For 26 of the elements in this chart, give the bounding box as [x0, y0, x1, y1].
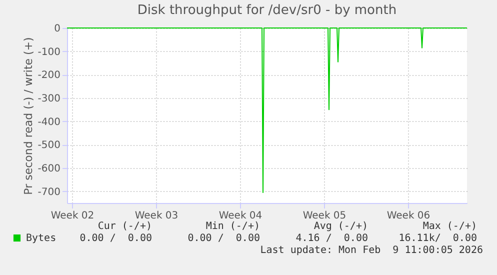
- x-tick-label: Week 02: [50, 210, 94, 222]
- y-tick-label: -600: [38, 164, 60, 174]
- text: Avg (-/+): [314, 221, 368, 233]
- text: 0.00 / 0.00: [188, 233, 260, 245]
- y-axis-title: Pr second read (-) / write (+): [22, 37, 35, 195]
- y-tick-label: -200: [38, 70, 60, 82]
- text: Min (-/+): [206, 221, 260, 233]
- y-tick-label: -700: [38, 186, 60, 198]
- x-tick-label: Week 03: [134, 210, 178, 222]
- chart-title: Disk throughput for /dev/sr0 - by month: [137, 3, 397, 18]
- x-tick-label: Week 05: [302, 210, 346, 222]
- text: 0.00 / 0.00: [80, 233, 152, 245]
- x-tick-label: Week 04: [218, 210, 262, 222]
- text: Cur (-/+): [98, 221, 152, 233]
- legend-label: Bytes: [26, 233, 56, 244]
- y-tick-label: -500: [38, 140, 60, 152]
- text: 4.16 / 0.00: [296, 233, 368, 245]
- x-tick-label: Week 06: [386, 210, 430, 222]
- y-tick-label: -400: [38, 116, 60, 128]
- line-series: [66, 28, 468, 193]
- text: Max (-/+): [422, 221, 477, 233]
- y-tick-label: 0: [54, 24, 60, 34]
- y-tick-label: -100: [38, 46, 60, 58]
- text: 16.11k/ 0.00: [398, 233, 477, 245]
- y-tick-label: -300: [38, 94, 60, 104]
- text: Last update: Mon Feb 9 11:00:05 2026: [260, 245, 483, 257]
